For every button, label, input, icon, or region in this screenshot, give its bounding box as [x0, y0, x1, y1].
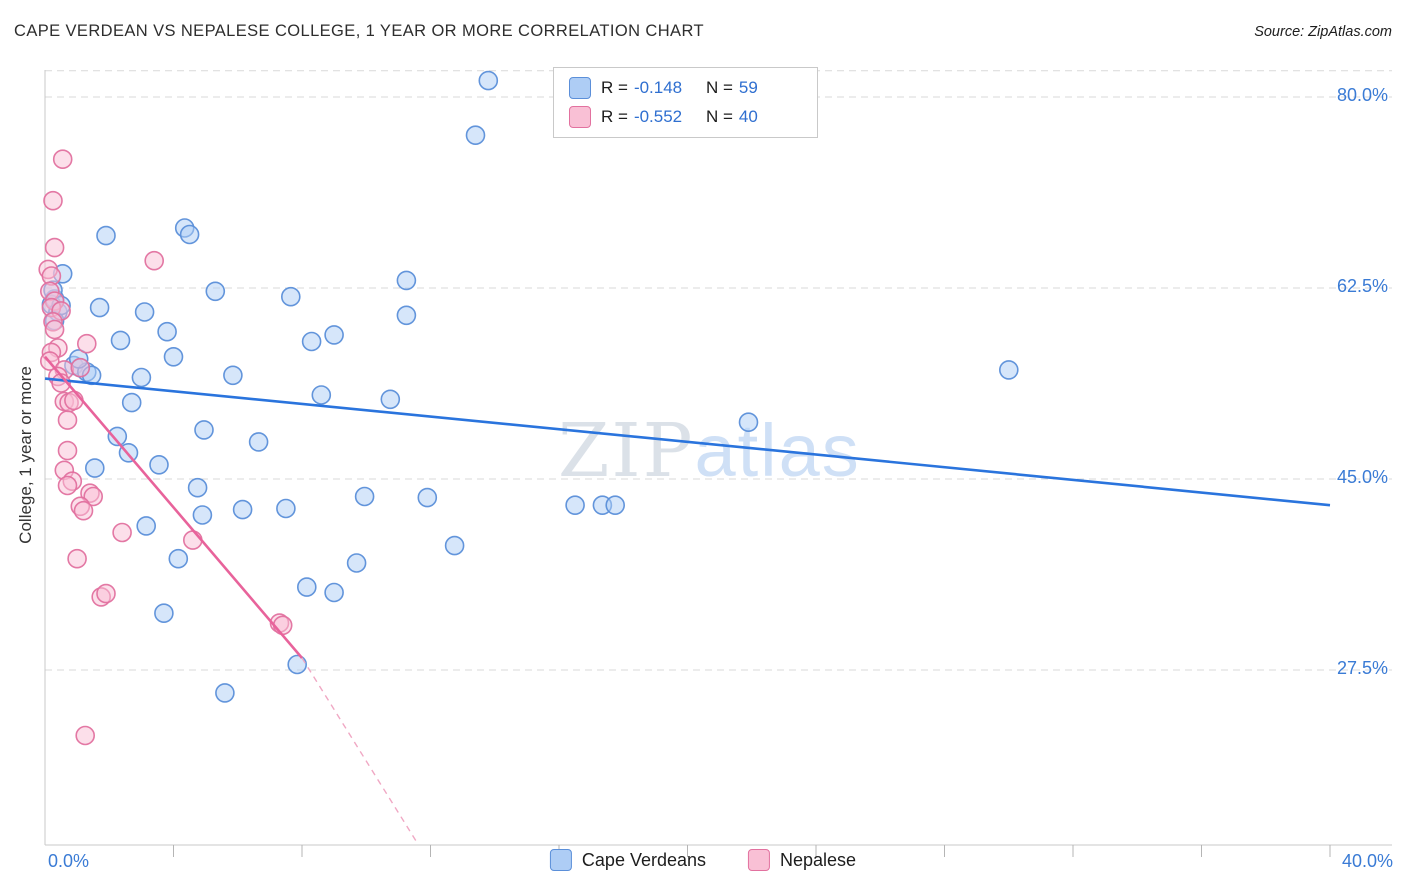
- legend-row-cape-verdeans: R = -0.148 N = 59: [569, 77, 797, 99]
- point-cape-verdeans: [417, 487, 438, 508]
- point-nepalese: [43, 190, 63, 211]
- point-cape-verdeans: [134, 302, 155, 322]
- point-cape-verdeans: [396, 305, 417, 326]
- legend-label: Nepalese: [780, 849, 857, 870]
- n-value: 59: [738, 78, 758, 97]
- point-nepalese: [64, 390, 84, 411]
- point-cape-verdeans: [605, 495, 626, 516]
- point-nepalese: [77, 333, 97, 354]
- legend-item-nepalese: Nepalese: [748, 849, 856, 871]
- point-cape-verdeans: [110, 330, 131, 351]
- point-cape-verdeans: [89, 297, 110, 318]
- point-cape-verdeans: [205, 281, 226, 302]
- point-cape-verdeans: [215, 683, 235, 703]
- point-cape-verdeans: [396, 270, 417, 291]
- point-cape-verdeans: [107, 426, 128, 447]
- n-value: 40: [738, 107, 758, 126]
- point-cape-verdeans: [168, 548, 189, 569]
- point-cape-verdeans: [324, 582, 344, 603]
- y-tick-label: 27.5%: [1337, 658, 1389, 678]
- correlation-legend: R = -0.148 N = 59 R = -0.552 N = 40: [553, 67, 818, 138]
- point-cape-verdeans: [131, 367, 152, 388]
- point-nepalese: [57, 475, 78, 496]
- point-cape-verdeans: [194, 420, 214, 440]
- legend-swatch: [549, 849, 572, 871]
- point-cape-verdeans: [232, 499, 253, 520]
- point-nepalese: [44, 319, 65, 340]
- point-cape-verdeans: [478, 70, 499, 91]
- legend-swatch: [569, 77, 591, 99]
- y-tick-label: 62.5%: [1337, 276, 1389, 296]
- point-cape-verdeans: [85, 458, 105, 478]
- point-cape-verdeans: [354, 486, 375, 507]
- r-value: -0.148: [633, 78, 683, 97]
- y-tick-label: 80.0%: [1337, 85, 1389, 105]
- point-cape-verdeans: [121, 392, 142, 413]
- legend-row-nepalese: R = -0.552 N = 40: [569, 106, 797, 128]
- series-legend: Cape Verdeans Nepalese: [549, 849, 856, 871]
- point-cape-verdeans: [280, 286, 301, 307]
- point-cape-verdeans: [311, 385, 332, 405]
- y-tick-label: 45.0%: [1337, 467, 1389, 487]
- point-nepalese: [70, 357, 91, 378]
- point-nepalese: [67, 548, 87, 569]
- point-nepalese: [96, 583, 116, 604]
- point-nepalese: [44, 237, 65, 258]
- point-cape-verdeans: [276, 498, 296, 519]
- point-nepalese: [83, 486, 103, 507]
- trend-line-nepalese: [301, 657, 419, 844]
- point-nepalese: [183, 530, 203, 550]
- point-cape-verdeans: [287, 654, 308, 675]
- point-cape-verdeans: [301, 331, 322, 352]
- r-value: -0.552: [633, 107, 683, 126]
- point-nepalese: [57, 410, 78, 430]
- point-cape-verdeans: [179, 224, 200, 245]
- header: CAPE VERDEAN VS NEPALESE COLLEGE, 1 YEAR…: [0, 0, 1406, 52]
- point-cape-verdeans: [324, 325, 344, 345]
- point-cape-verdeans: [565, 495, 585, 516]
- point-cape-verdeans: [465, 125, 486, 145]
- source-label: Source: ZipAtlas.com: [1254, 24, 1392, 40]
- point-nepalese: [52, 149, 73, 169]
- point-cape-verdeans: [346, 553, 367, 573]
- n-label: N =: [705, 78, 733, 97]
- legend-item-cape-verdeans: Cape Verdeans: [549, 849, 707, 871]
- point-cape-verdeans: [738, 412, 759, 433]
- point-cape-verdeans: [96, 225, 116, 246]
- point-cape-verdeans: [444, 535, 465, 556]
- point-cape-verdeans: [192, 505, 213, 525]
- trend-line-cape-verdeans: [44, 377, 1331, 507]
- r-label: R =: [601, 107, 628, 126]
- point-cape-verdeans: [163, 346, 184, 367]
- x-axis-min-label: 0.0%: [48, 851, 90, 871]
- point-cape-verdeans: [998, 360, 1019, 380]
- point-cape-verdeans: [296, 577, 317, 597]
- r-label: R =: [601, 78, 628, 97]
- point-nepalese: [57, 440, 78, 461]
- point-cape-verdeans: [248, 432, 269, 452]
- n-label: N =: [705, 107, 733, 126]
- point-nepalese: [272, 615, 293, 636]
- point-cape-verdeans: [223, 365, 243, 386]
- point-cape-verdeans: [149, 454, 169, 475]
- point-cape-verdeans: [136, 516, 156, 536]
- legend-swatch: [748, 849, 771, 871]
- point-nepalese: [144, 250, 164, 271]
- point-cape-verdeans: [157, 321, 177, 342]
- chart-title: CAPE VERDEAN VS NEPALESE COLLEGE, 1 YEAR…: [14, 22, 704, 40]
- point-cape-verdeans: [380, 389, 401, 410]
- point-nepalese: [112, 522, 132, 543]
- trend-line-nepalese: [44, 355, 303, 659]
- legend-label: Cape Verdeans: [581, 849, 707, 870]
- x-axis-max-label: 40.0%: [1341, 851, 1393, 871]
- point-cape-verdeans: [187, 477, 208, 498]
- legend-swatch: [569, 106, 591, 128]
- point-cape-verdeans: [154, 603, 174, 624]
- point-nepalese: [73, 500, 94, 521]
- point-nepalese: [75, 725, 95, 746]
